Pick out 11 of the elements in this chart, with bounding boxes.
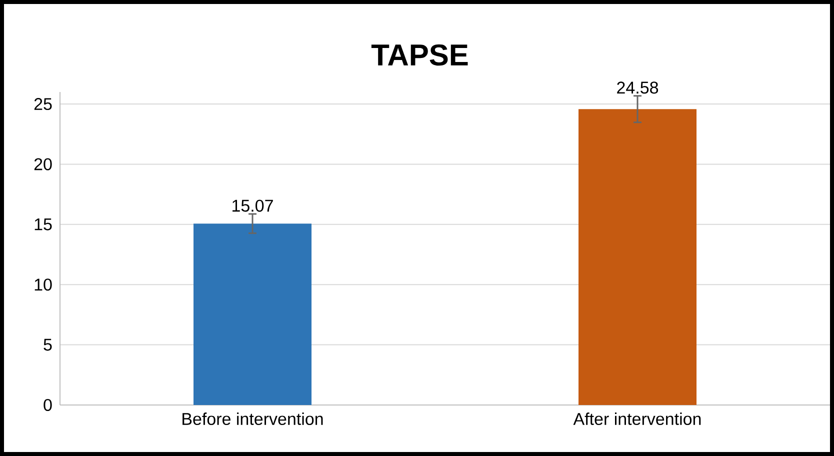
y-tick-label: 10 bbox=[34, 278, 52, 291]
data-label: 15.07 bbox=[232, 200, 273, 212]
y-tick-label: 20 bbox=[34, 158, 52, 170]
x-tick-label: Before intervention bbox=[182, 412, 323, 426]
x-tick-label: After intervention bbox=[573, 412, 701, 426]
y-tick-label: 25 bbox=[34, 98, 52, 110]
y-tick-label: 0 bbox=[44, 398, 52, 412]
y-tick-label: 15 bbox=[34, 218, 52, 230]
chart-title: TAPSE bbox=[371, 44, 468, 66]
data-label: 24.58 bbox=[617, 82, 658, 94]
y-tick-label: 5 bbox=[44, 338, 52, 351]
